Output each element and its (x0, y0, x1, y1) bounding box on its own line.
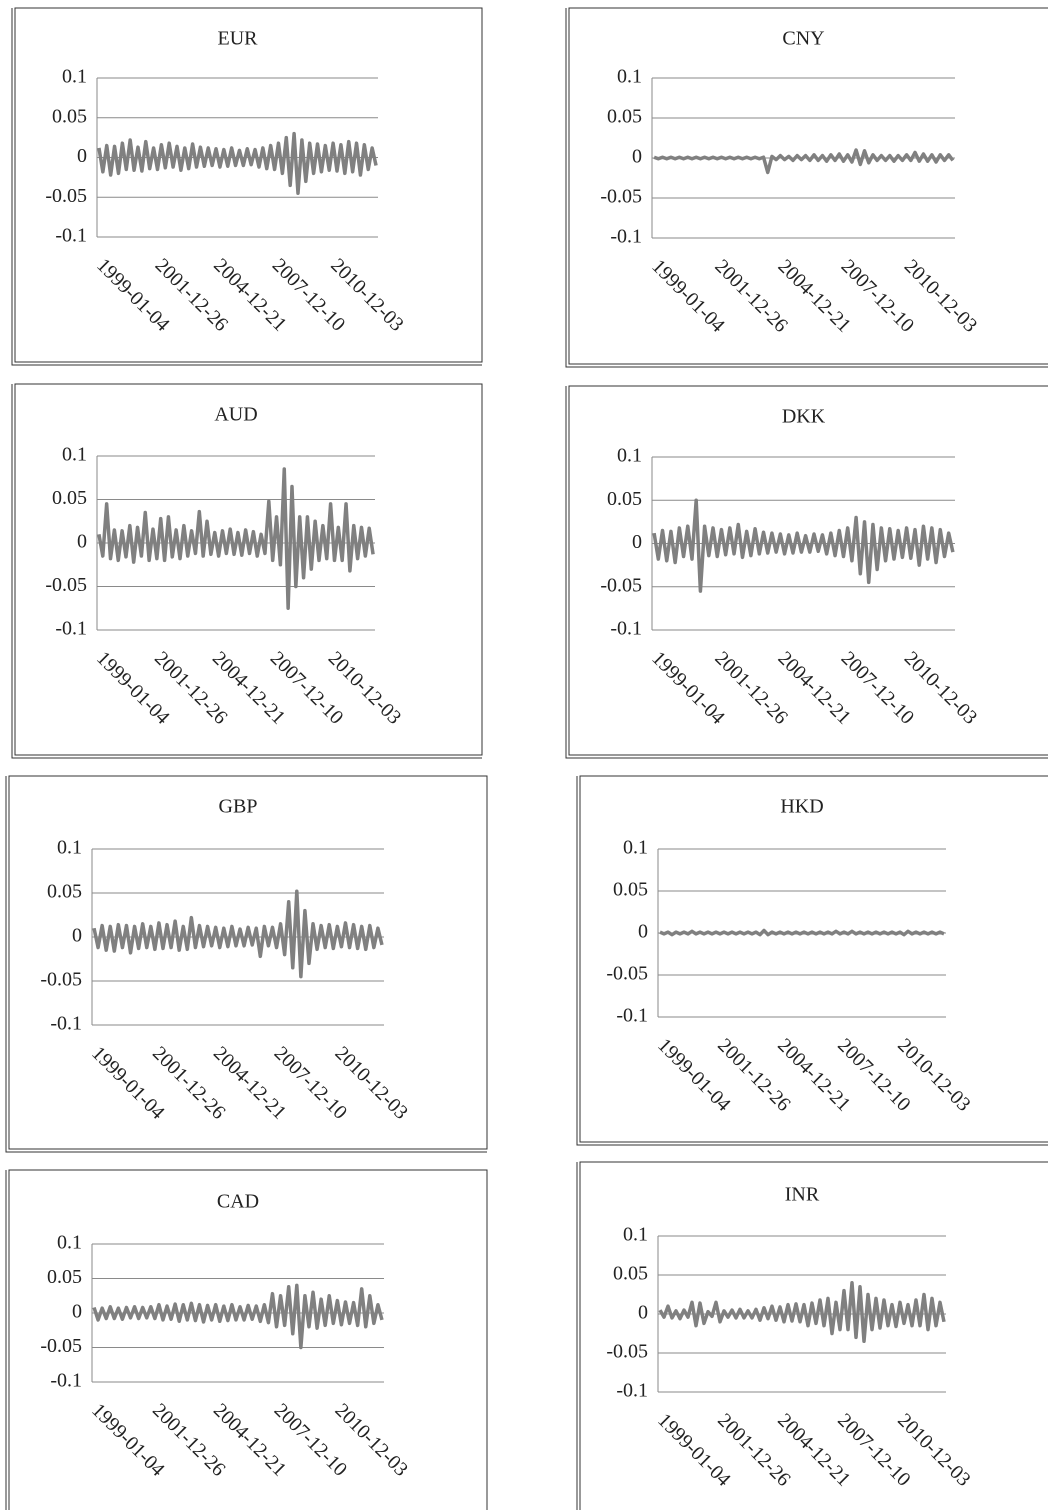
chart-title: CNY (782, 28, 824, 50)
series-line (659, 928, 945, 937)
panel-shadow (576, 776, 1048, 1146)
y-tick-label: -0.05 (45, 185, 87, 207)
y-tick-label: 0.05 (613, 879, 648, 901)
panel-border (14, 7, 483, 363)
y-tick-label: 0.05 (47, 1266, 82, 1288)
y-tick-label: -0.05 (606, 1341, 648, 1363)
panel-border (579, 1161, 1048, 1510)
panel: GBP0.10.050-0.05-0.11999-01-042001-12-26… (5, 775, 488, 1153)
y-tick-label: 0 (77, 145, 87, 167)
y-tick-label: 0.05 (607, 488, 642, 510)
y-tick-label: -0.05 (600, 574, 642, 596)
series-line (653, 148, 955, 175)
y-tick-label: -0.1 (55, 225, 87, 247)
panel-border (568, 385, 1048, 756)
panel-border (14, 383, 483, 756)
y-tick-label: -0.05 (40, 1335, 82, 1357)
y-tick-label: -0.1 (50, 1013, 82, 1035)
chart-title: HKD (780, 796, 823, 818)
y-tick-label: 0.1 (617, 66, 642, 88)
panel-shadow (565, 8, 1048, 368)
panel: HKD0.10.050-0.05-0.11999-01-042001-12-26… (576, 775, 1048, 1146)
y-tick-label: -0.1 (616, 1380, 648, 1402)
panel-shadow (11, 8, 482, 366)
y-tick-label: -0.1 (50, 1370, 82, 1392)
y-tick-label: -0.1 (610, 226, 642, 248)
y-tick-label: 0.1 (623, 837, 648, 859)
y-tick-label: -0.05 (606, 963, 648, 985)
y-tick-label: -0.05 (600, 186, 642, 208)
panel-shadow (5, 1170, 7, 1510)
y-tick-label: 0.1 (617, 445, 642, 467)
panel: AUD0.10.050-0.05-0.11999-01-042001-12-26… (11, 383, 483, 759)
y-tick-label: 0.1 (57, 837, 82, 859)
panel: CAD0.10.050-0.05-0.11999-01-042001-12-26… (5, 1169, 488, 1510)
series-line (652, 498, 955, 593)
panel: INR0.10.050-0.05-0.11999-01-042001-12-26… (576, 1161, 1048, 1510)
y-tick-label: 0.05 (607, 106, 642, 128)
chart-title: INR (785, 1184, 820, 1206)
y-tick-label: 0 (638, 1302, 648, 1324)
y-tick-label: 0 (632, 531, 642, 553)
panel-border (579, 775, 1048, 1143)
series-line (92, 1283, 384, 1350)
y-tick-label: 0 (638, 921, 648, 943)
y-tick-label: -0.05 (40, 969, 82, 991)
y-tick-label: -0.05 (45, 574, 87, 596)
panel: CNY0.10.050-0.05-0.11999-01-042001-12-26… (565, 7, 1048, 368)
panel-border (568, 7, 1048, 365)
y-tick-label: 0 (77, 531, 87, 553)
panel-shadow (576, 1162, 578, 1510)
panel-shadow (11, 384, 482, 759)
y-tick-label: 0 (632, 146, 642, 168)
y-tick-label: 0.1 (62, 66, 87, 88)
y-tick-label: 0 (72, 925, 82, 947)
panel: DKK0.10.050-0.05-0.11999-01-042001-12-26… (565, 385, 1048, 759)
series-line (92, 889, 384, 979)
chart-title: GBP (219, 796, 258, 818)
panel-border (8, 1169, 488, 1510)
y-tick-label: -0.1 (610, 618, 642, 640)
chart-title: DKK (782, 406, 826, 428)
chart-title: AUD (214, 404, 257, 426)
y-tick-label: 0.05 (613, 1263, 648, 1285)
series-line (97, 131, 378, 196)
series-line (658, 1281, 946, 1344)
y-tick-label: 0.1 (623, 1224, 648, 1246)
y-tick-label: 0.05 (52, 487, 87, 509)
y-tick-label: -0.1 (616, 1005, 648, 1027)
chart-title: CAD (217, 1191, 259, 1213)
y-tick-label: 0.05 (47, 881, 82, 903)
y-tick-label: 0.1 (62, 444, 87, 466)
panel-shadow (565, 386, 1048, 759)
y-tick-label: 0 (72, 1301, 82, 1323)
y-tick-label: 0.1 (57, 1232, 82, 1254)
panel-border (8, 775, 488, 1150)
panel: EUR0.10.050-0.05-0.11999-01-042001-12-26… (11, 7, 483, 366)
y-tick-label: -0.1 (55, 618, 87, 640)
panel-shadow (5, 776, 487, 1153)
series-line (97, 467, 375, 610)
chart-title: EUR (218, 28, 259, 50)
y-tick-label: 0.05 (52, 105, 87, 127)
